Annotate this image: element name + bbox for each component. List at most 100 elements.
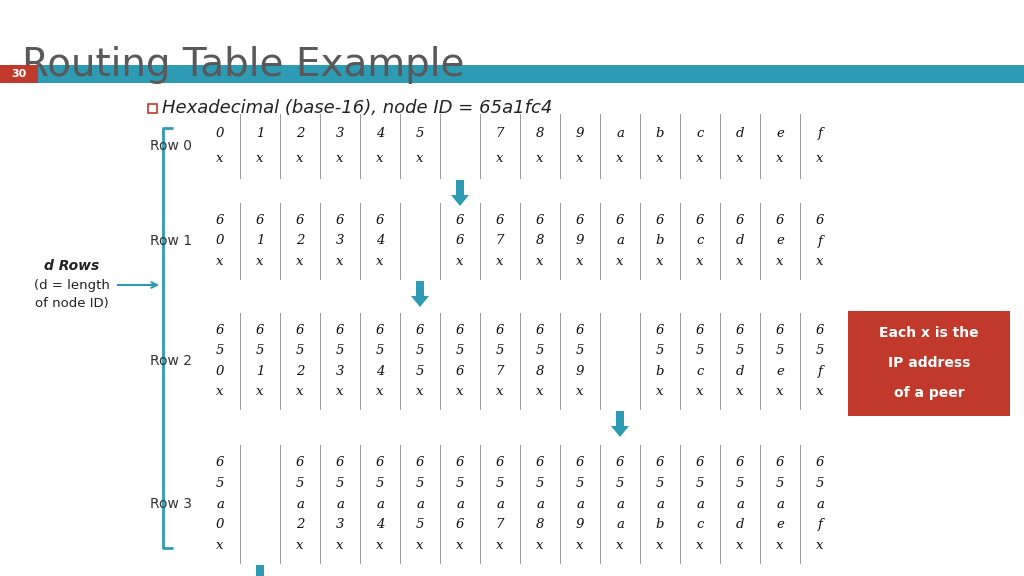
Text: e: e [776, 234, 784, 248]
Text: x: x [457, 255, 464, 268]
Text: 6: 6 [736, 214, 744, 227]
Text: Row 0: Row 0 [150, 139, 193, 153]
Text: x: x [497, 151, 504, 165]
Text: x: x [816, 385, 823, 398]
Text: a: a [456, 498, 464, 510]
Text: x: x [577, 255, 584, 268]
Text: Routing Table Example: Routing Table Example [22, 46, 465, 84]
Text: a: a [216, 498, 224, 510]
Text: a: a [696, 498, 703, 510]
Text: d Rows: d Rows [44, 259, 99, 273]
Text: 6: 6 [376, 214, 384, 227]
Text: 6: 6 [216, 324, 224, 337]
Text: x: x [776, 539, 783, 552]
Text: 6: 6 [816, 214, 824, 227]
Text: 6: 6 [776, 456, 784, 469]
Text: x: x [776, 151, 783, 165]
Text: 5: 5 [655, 477, 665, 490]
Text: x: x [816, 539, 823, 552]
Text: 6: 6 [456, 324, 464, 337]
Text: 5: 5 [575, 344, 584, 357]
Text: x: x [537, 385, 544, 398]
Text: 5: 5 [736, 344, 744, 357]
Text: a: a [616, 498, 624, 510]
Text: 7: 7 [496, 365, 504, 378]
Text: 6: 6 [575, 456, 584, 469]
Text: f: f [817, 234, 822, 248]
Text: 5: 5 [336, 477, 344, 490]
Text: x: x [216, 255, 224, 268]
Text: 5: 5 [256, 344, 264, 357]
Text: 6: 6 [696, 456, 705, 469]
Text: 6: 6 [736, 456, 744, 469]
Text: 6: 6 [456, 234, 464, 248]
Text: a: a [736, 498, 744, 510]
Text: 6: 6 [456, 518, 464, 531]
Text: x: x [736, 385, 743, 398]
Text: 6: 6 [696, 214, 705, 227]
Text: d: d [736, 127, 744, 141]
Text: 6: 6 [296, 456, 304, 469]
Bar [848, 311, 1010, 416]
Text: of a peer: of a peer [894, 386, 965, 400]
Text: f: f [817, 518, 822, 531]
Text: 6: 6 [655, 324, 665, 337]
Text: Hexadecimal (base-16), node ID = 65a1fc4: Hexadecimal (base-16), node ID = 65a1fc4 [162, 99, 552, 117]
Text: 7: 7 [496, 234, 504, 248]
Text: 1: 1 [256, 365, 264, 378]
Text: x: x [336, 255, 344, 268]
Text: x: x [577, 385, 584, 398]
Text: 30: 30 [11, 69, 27, 79]
Text: 5: 5 [456, 477, 464, 490]
Text: a: a [577, 498, 584, 510]
Text: 7: 7 [496, 518, 504, 531]
Text: 5: 5 [296, 477, 304, 490]
Text: 8: 8 [536, 365, 544, 378]
Polygon shape [848, 346, 866, 381]
Text: 0: 0 [216, 518, 224, 531]
Text: x: x [497, 539, 504, 552]
Text: 6: 6 [496, 324, 504, 337]
Text: Row 2: Row 2 [150, 354, 193, 368]
Text: 6: 6 [736, 324, 744, 337]
Text: x: x [696, 539, 703, 552]
Text: 6: 6 [655, 456, 665, 469]
Text: 8: 8 [536, 518, 544, 531]
Text: c: c [696, 234, 703, 248]
Text: x: x [577, 539, 584, 552]
Text: 5: 5 [416, 365, 424, 378]
Text: 0: 0 [216, 127, 224, 141]
Text: 5: 5 [736, 477, 744, 490]
Text: a: a [616, 518, 624, 531]
Text: x: x [216, 151, 224, 165]
Bar [148, 104, 157, 113]
Text: x: x [656, 539, 664, 552]
Text: x: x [216, 385, 224, 398]
Text: 6: 6 [256, 214, 264, 227]
Text: 6: 6 [416, 324, 424, 337]
Text: 6: 6 [336, 214, 344, 227]
Text: x: x [296, 539, 304, 552]
Text: a: a [336, 498, 344, 510]
Text: f: f [817, 127, 822, 141]
Text: 4: 4 [376, 234, 384, 248]
Text: 5: 5 [575, 477, 584, 490]
Text: x: x [416, 151, 424, 165]
Bar [456, 180, 464, 195]
Text: 5: 5 [376, 344, 384, 357]
Text: 2: 2 [296, 127, 304, 141]
Text: 5: 5 [336, 344, 344, 357]
Text: 6: 6 [216, 214, 224, 227]
Text: x: x [696, 385, 703, 398]
Text: 3: 3 [336, 127, 344, 141]
Text: 5: 5 [816, 344, 824, 357]
Text: x: x [656, 255, 664, 268]
Text: 6: 6 [296, 214, 304, 227]
Text: of node ID): of node ID) [35, 297, 109, 309]
Text: x: x [577, 151, 584, 165]
Text: x: x [616, 539, 624, 552]
Text: x: x [416, 539, 424, 552]
Text: 9: 9 [575, 365, 584, 378]
Bar [0, 65, 1024, 83]
Text: 6: 6 [496, 456, 504, 469]
